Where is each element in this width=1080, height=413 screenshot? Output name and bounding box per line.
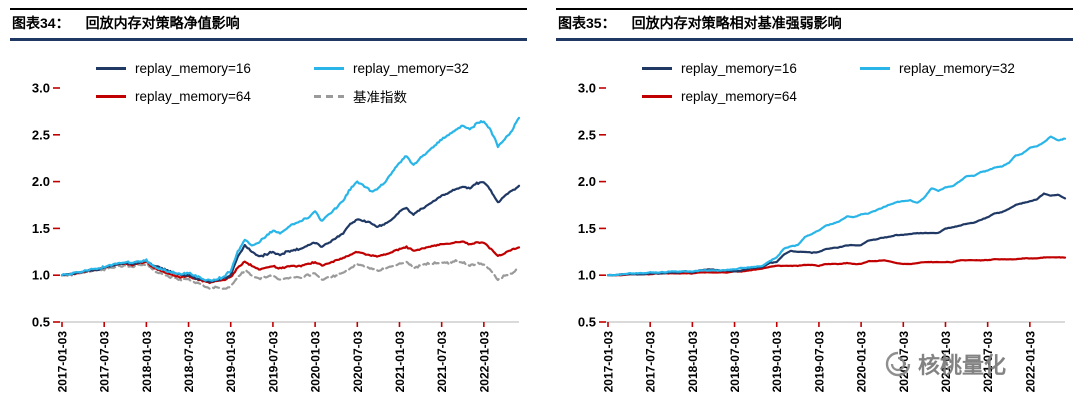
x-tick-label: 2021-01-03 [939,331,953,393]
chart-panel-left: 图表34： 回放内存对策略净值影响 replay_memory=16 replay… [10,8,527,413]
x-tick-label: 2021-01-03 [393,331,407,393]
legend-item-replay-memory-32: replay_memory=32 [314,61,554,76]
legend-label: replay_memory=32 [353,60,469,76]
x-tick-label: 2019-07-03 [812,331,826,393]
legend-item-replay-memory-16: replay_memory=16 [96,61,314,76]
legend-row: replay_memory=16 replay_memory=32 [10,54,527,82]
legend-swatch [642,94,672,98]
series-line-replay-memory-64 [606,256,1067,277]
legend-item-replay-memory-64: replay_memory=64 [96,89,314,104]
chart-header: 图表35： 回放内存对策略相对基准强弱影响 [556,8,1073,41]
x-tick-label: 2017-01-03 [602,331,616,393]
chart-title: 回放内存对策略净值影响 [85,15,240,31]
x-tick-label: 2020-01-03 [855,331,869,393]
x-tick-label: 2019-01-03 [770,331,784,393]
x-tick-label: 2018-01-03 [140,331,154,393]
legend-swatch [96,66,126,70]
x-tick-label: 2022-01-03 [477,331,491,393]
legend-label: replay_memory=32 [899,60,1015,76]
legend-label: replay_memory=16 [681,60,797,76]
legend-swatch [314,66,344,70]
legend-label: replay_memory=16 [135,60,251,76]
legend-item-replay-memory-64: replay_memory=64 [642,89,860,104]
y-tick-label: 1.0 [578,268,596,283]
y-tick-label: 2.0 [32,174,50,189]
legend-swatch [314,94,344,98]
legend-swatch [860,66,890,70]
legend-item-replay-memory-32: replay_memory=32 [860,61,1080,76]
y-tick-label: 3.0 [578,81,596,96]
legend-item--: 基准指数 [314,86,554,106]
figure-label: 图表35： [558,15,616,31]
legend-swatch [96,94,126,98]
y-tick-label: 1.5 [32,221,50,236]
x-tick-label: 2019-01-03 [224,331,238,393]
chart-panel-right: 图表35： 回放内存对策略相对基准强弱影响 replay_memory=16 re… [556,8,1073,413]
y-tick-label: 0.5 [578,315,596,330]
x-tick-label: 2019-07-03 [266,331,280,393]
series-line-replay-memory-32 [606,135,1067,277]
x-tick-label: 2017-07-03 [644,331,658,393]
legend-row: replay_memory=16 replay_memory=32 [556,54,1073,82]
line-chart-net-value: 0.5 1.0 1.5 2.0 2.5 3.0 2017-01-03 2017-07-03 20… [32,81,521,393]
walnut-logo-icon [885,351,911,377]
x-tick-label: 2018-01-03 [686,331,700,393]
y-tick-label: 2.0 [578,174,596,189]
series-line-replay-memory-32 [60,116,521,282]
series-line-- [60,259,521,290]
x-tick-label: 2021-07-03 [981,331,995,393]
x-tick-label: 2020-07-03 [351,331,365,393]
x-tick-label: 2022-01-03 [1023,331,1037,393]
chart-legend: replay_memory=16 replay_memory=32 replay_m… [556,54,1073,110]
legend-row: replay_memory=64 [556,82,1073,110]
x-tick-label: 2018-07-03 [728,331,742,393]
legend-row: replay_memory=64 基准指数 [10,82,527,110]
watermark-text: 核桃量化 [918,353,1007,378]
legend-label: 基准指数 [353,90,407,105]
y-tick-label: 3.0 [32,81,50,96]
y-tick-label: 2.5 [32,127,50,142]
legend-label: replay_memory=64 [135,88,251,104]
legend-swatch [642,66,672,70]
line-chart-relative-strength: 0.5 1.0 1.5 2.0 2.5 3.0 2017-01-03 2017-07-03 20… [578,81,1067,393]
series-line-replay-memory-16 [60,181,521,283]
y-tick-label: 2.5 [578,127,596,142]
x-tick-label: 2017-01-03 [56,331,70,393]
x-tick-label: 2017-07-03 [98,331,112,393]
y-tick-label: 1.0 [32,268,50,283]
chart-title: 回放内存对策略相对基准强弱影响 [631,15,842,31]
chart-header: 图表34： 回放内存对策略净值影响 [10,8,527,41]
legend-label: replay_memory=64 [681,88,797,104]
y-tick-label: 0.5 [32,315,50,330]
y-tick-label: 1.5 [578,221,596,236]
legend-item-replay-memory-16: replay_memory=16 [642,61,860,76]
x-tick-label: 2020-01-03 [309,331,323,393]
figure-label: 图表34： [12,15,70,31]
watermark: 核桃量化 [884,348,1006,380]
chart-legend: replay_memory=16 replay_memory=32 replay_m… [10,54,527,110]
x-tick-label: 2018-07-03 [182,331,196,393]
x-tick-label: 2021-07-03 [435,331,449,393]
